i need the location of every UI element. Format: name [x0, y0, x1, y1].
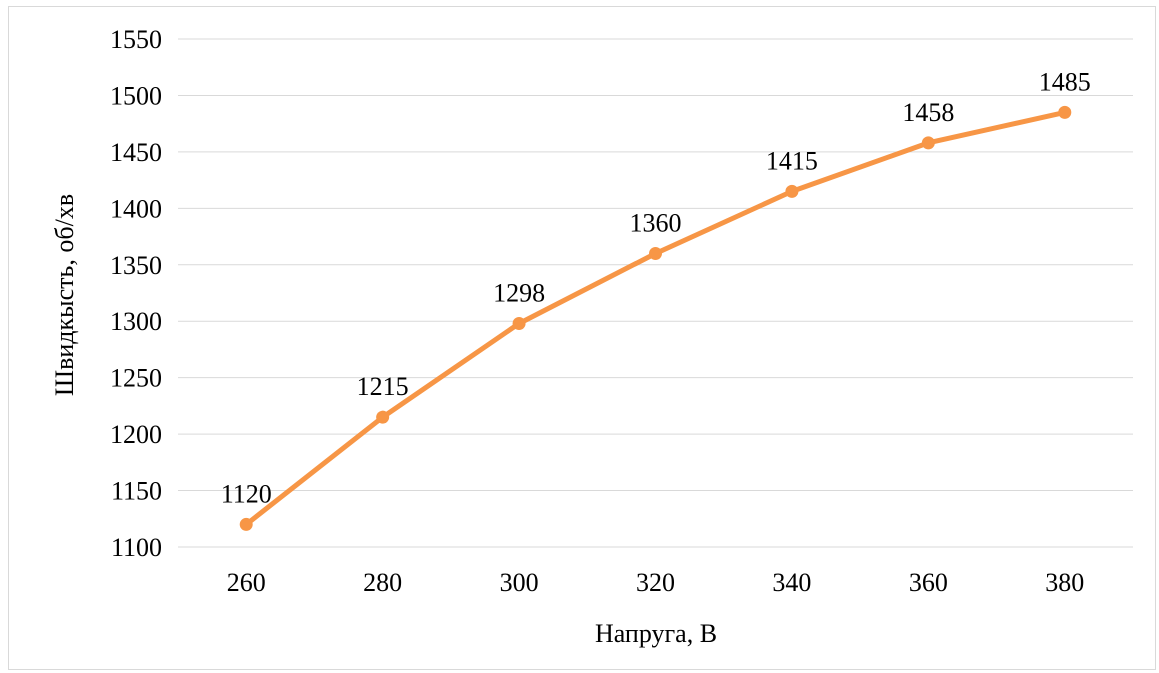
- y-axis-ticks: 1100 1150 1200 1250 1300 1350 1400 1450 1500 1550: [110, 25, 162, 562]
- y-tick-label-1150: 1150: [111, 477, 162, 506]
- data-label-280: 1215: [357, 372, 409, 401]
- x-tick-label-380: 380: [1045, 568, 1084, 597]
- x-tick-label-360: 360: [909, 568, 948, 597]
- chart-frame: [8, 6, 1156, 670]
- data-labels: 1120 1215 1298 1360 1415 1458 1485: [221, 67, 1091, 508]
- data-label-340: 1415: [766, 146, 818, 175]
- y-tick-label-1100: 1100: [111, 533, 162, 562]
- x-axis-title: Напруга, В: [595, 619, 717, 648]
- data-point-300: [512, 316, 526, 330]
- data-point-320: [649, 246, 662, 260]
- x-tick-label-320: 320: [636, 568, 675, 597]
- y-tick-label-1200: 1200: [110, 420, 162, 449]
- data-label-260: 1120: [221, 479, 272, 508]
- data-point-340: [785, 184, 799, 198]
- y-tick-label-1450: 1450: [110, 138, 162, 167]
- y-axis-title: Швидкысть, об/хв: [50, 194, 79, 396]
- y-tick-label-1400: 1400: [110, 194, 162, 223]
- data-label-360: 1458: [902, 98, 954, 127]
- y-tick-label-1300: 1300: [110, 307, 162, 336]
- x-tick-label-280: 280: [363, 568, 402, 597]
- data-point-380: [1058, 105, 1072, 119]
- data-point-280: [376, 410, 390, 424]
- y-tick-label-1500: 1500: [110, 81, 162, 110]
- x-axis-ticks: 260 280 300 320 340 360 380: [227, 568, 1085, 597]
- x-tick-label-300: 300: [500, 568, 539, 597]
- x-tick-label-260: 260: [227, 568, 266, 597]
- data-label-320: 1360: [630, 208, 682, 237]
- data-point-360: [921, 136, 935, 150]
- y-tick-label-1550: 1550: [110, 25, 162, 54]
- data-label-380: 1485: [1039, 67, 1091, 96]
- data-label-300: 1298: [493, 278, 545, 307]
- series-group: [239, 105, 1072, 531]
- y-tick-label-1250: 1250: [110, 364, 162, 393]
- series-line-0: [243, 109, 1068, 527]
- y-tick-label-1350: 1350: [110, 251, 162, 280]
- gridlines: [178, 38, 1133, 548]
- data-point-260: [239, 517, 253, 531]
- x-tick-label-340: 340: [772, 568, 811, 597]
